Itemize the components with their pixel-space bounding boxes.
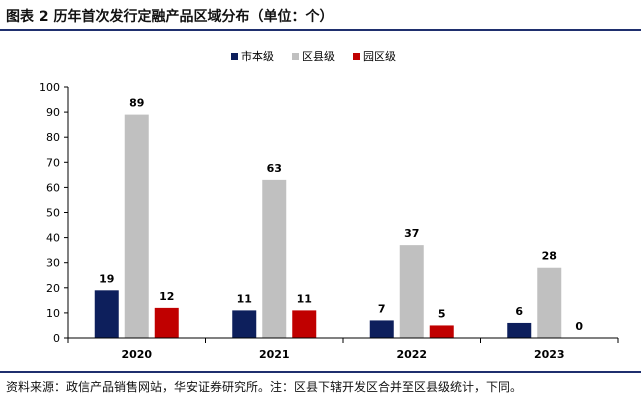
bar [399, 245, 424, 338]
data-label: 6 [515, 305, 523, 318]
data-label: 37 [404, 227, 419, 240]
x-category-label: 2023 [534, 348, 565, 361]
legend-label: 园区级 [363, 50, 396, 63]
data-label: 28 [542, 250, 557, 263]
y-tick-label: 60 [46, 181, 60, 194]
y-tick-label: 20 [46, 282, 60, 295]
source-note: 资料来源：政信产品销售网站，华安证券研究所。注：区县下辖开发区合并至区县级统计，… [6, 380, 523, 394]
bar [507, 322, 532, 338]
legend-label: 区县级 [302, 50, 335, 63]
bar [124, 114, 149, 338]
title-bar: 图表 2 历年首次发行定融产品区域分布（单位：个） [0, 0, 641, 31]
data-label: 11 [237, 292, 252, 305]
x-category-label: 2021 [259, 348, 290, 361]
source-divider [0, 371, 641, 373]
x-axis: 2020 2021 2022 2023 [67, 337, 619, 361]
x-category-label: 2020 [121, 348, 152, 361]
y-tick-label: 0 [53, 332, 60, 345]
data-label: 7 [378, 302, 386, 315]
y-tick-label: 40 [46, 232, 60, 245]
bar [429, 325, 454, 338]
legend-swatch [353, 53, 360, 60]
data-label: 12 [159, 290, 174, 303]
bar [292, 310, 317, 338]
legend-swatch [231, 53, 238, 60]
y-tick-label: 50 [46, 207, 60, 220]
y-tick-label: 100 [39, 81, 60, 94]
y-tick-label: 70 [46, 156, 60, 169]
bar [232, 310, 257, 338]
data-label: 19 [99, 272, 114, 285]
bar [94, 290, 119, 338]
chart-title: 图表 2 历年首次发行定融产品区域分布（单位：个） [6, 9, 334, 25]
y-tick-label: 10 [46, 307, 60, 320]
legend-label: 市本级 [241, 49, 274, 63]
y-tick-label: 80 [46, 131, 60, 144]
data-label: 89 [129, 97, 144, 110]
bar [262, 179, 287, 338]
bar [537, 267, 562, 338]
data-label: 0 [575, 320, 583, 333]
legend-swatch [292, 53, 299, 60]
x-category-label: 2022 [396, 348, 427, 361]
data-label: 63 [267, 162, 282, 175]
bar [369, 320, 394, 338]
y-axis: 0 10 20 30 40 50 60 70 80 90 100 [39, 81, 69, 345]
legend: 市本级 区县级 园区级 [231, 49, 396, 63]
data-label: 5 [438, 307, 446, 320]
bar [154, 307, 179, 338]
y-tick-label: 90 [46, 106, 60, 119]
y-tick-label: 30 [46, 257, 60, 270]
data-label: 11 [297, 292, 312, 305]
